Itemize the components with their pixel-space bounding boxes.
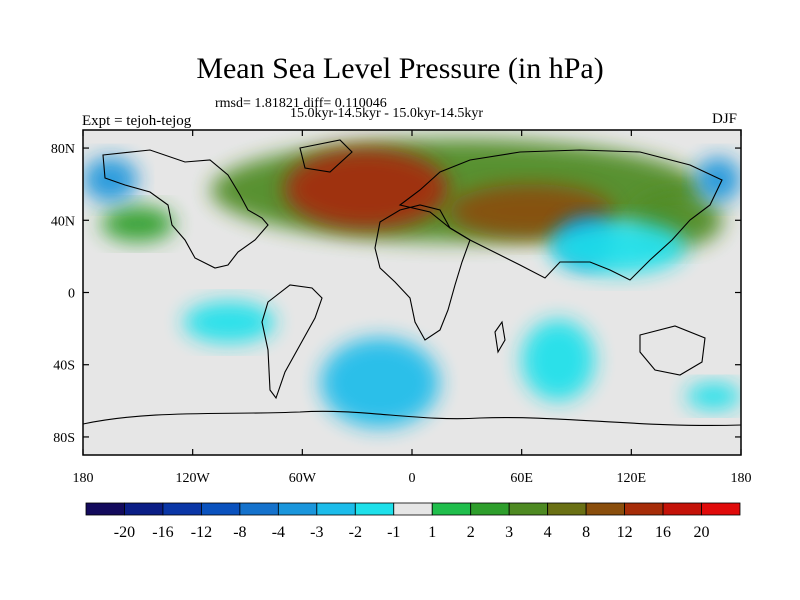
y-tick-label: 80S xyxy=(53,431,75,446)
colorbar-label: -20 xyxy=(114,524,135,541)
x-tick-label: 60E xyxy=(510,471,533,486)
colorbar-label: 20 xyxy=(694,524,710,541)
colorbar-swatch xyxy=(316,502,356,516)
colorbar-swatch xyxy=(239,502,279,516)
colorbar-label: 12 xyxy=(617,524,633,541)
colorbar-swatch xyxy=(354,502,395,516)
colorbar-label: 8 xyxy=(582,524,590,541)
colorbar-label: -2 xyxy=(349,524,362,541)
x-axis: 180 120W 60W 0 60E 120E 180 xyxy=(73,130,752,486)
x-tick-label: 180 xyxy=(73,471,94,486)
colorbar-label: 4 xyxy=(544,524,552,541)
colorbar-label: -4 xyxy=(272,524,285,541)
colorbar-swatch xyxy=(162,502,202,516)
colorbar-swatch xyxy=(508,502,549,516)
pressure-field xyxy=(83,139,741,428)
field-region-n-atlantic-europe-max xyxy=(284,148,449,230)
colorbar-swatch xyxy=(547,502,587,516)
x-tick-label: 60W xyxy=(289,471,317,486)
x-tick-label: 0 xyxy=(409,471,416,486)
season-label: DJF xyxy=(712,111,738,127)
chart-title: Mean Sea Level Pressure (in hPa) xyxy=(196,52,604,85)
x-tick-label: 120W xyxy=(176,471,211,486)
colorbar-label: 3 xyxy=(505,524,513,541)
colorbar-label: -16 xyxy=(152,524,173,541)
field-region-s-ocean-east-negative xyxy=(686,382,741,410)
field-region-s-pacific-negative xyxy=(183,301,275,344)
field-region-s-atlantic-negative xyxy=(320,337,440,428)
x-tick-label: 120E xyxy=(617,471,647,486)
colorbar-swatch xyxy=(585,502,625,516)
colorbar-swatch xyxy=(701,502,741,516)
colorbar-label: -1 xyxy=(387,524,400,541)
field-region-s-indian-negative xyxy=(521,319,595,401)
y-tick-label: 40S xyxy=(53,359,75,374)
field-region-aleutian-negative xyxy=(695,157,741,203)
y-axis: 80N 40N 0 40S 80S xyxy=(51,142,741,446)
colorbar-swatch xyxy=(85,502,125,516)
y-tick-label: 0 xyxy=(68,287,75,302)
x-tick-label: 180 xyxy=(731,471,752,486)
y-tick-label: 80N xyxy=(51,142,75,157)
colorbar-label: 2 xyxy=(467,524,475,541)
colorbar-swatch xyxy=(393,502,433,516)
colorbar-swatch xyxy=(124,502,164,516)
y-tick-label: 40N xyxy=(51,214,75,229)
colorbar-label: 1 xyxy=(428,524,436,541)
colorbar-swatch xyxy=(624,502,664,516)
colorbar-swatch xyxy=(431,502,472,516)
field-region-tropical-asia-negative xyxy=(549,220,687,275)
colorbar-swatch xyxy=(277,502,318,516)
colorbar-label: -8 xyxy=(233,524,246,541)
colorbar-label: 16 xyxy=(655,524,671,541)
colorbar-label: -3 xyxy=(310,524,323,541)
rmsd-stats: rmsd= 1.81821 diff= 0.110046 xyxy=(215,96,387,111)
colorbar-swatch xyxy=(201,502,241,516)
colorbar: -20 -16 -12 -8 -4 -3 -2 -1 1 2 3 4 8 12 16 20 xyxy=(85,502,741,541)
chart-subtitle: 15.0kyr-14.5kyr - 15.0kyr-14.5kyr xyxy=(290,106,484,121)
colorbar-label: -12 xyxy=(191,524,212,541)
colorbar-swatch xyxy=(662,502,702,516)
field-region-n-pacific-east-positive xyxy=(101,205,175,242)
coastlines xyxy=(83,139,741,426)
colorbar-swatch xyxy=(470,502,510,516)
experiment-label: Expt = tejoh-tejog xyxy=(82,113,192,129)
